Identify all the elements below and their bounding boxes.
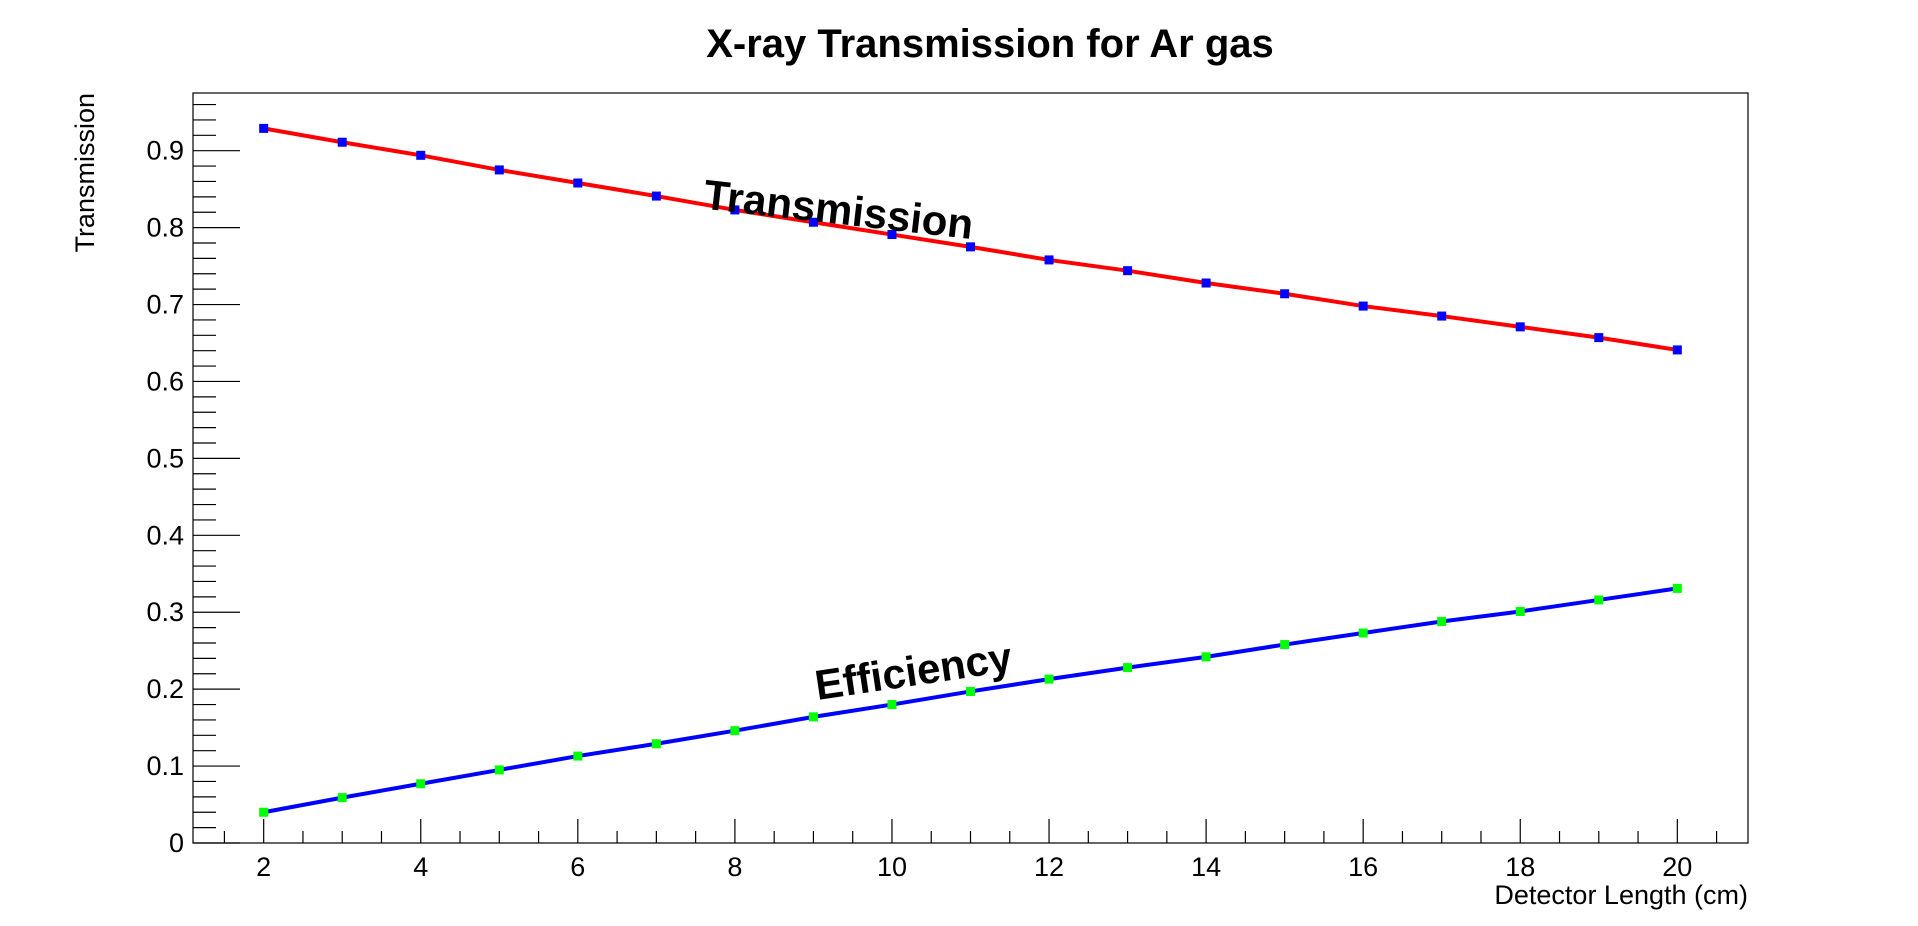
x-axis-label: Detector Length (cm) (1494, 880, 1748, 910)
data-point (1358, 628, 1368, 638)
annotation-label: Efficiency (812, 633, 1016, 709)
y-axis-label: Transmission (70, 93, 100, 253)
data-point (494, 765, 504, 775)
data-point (808, 217, 818, 227)
data-point (259, 807, 269, 817)
y-tick-label: 0.9 (146, 136, 184, 166)
data-point (1437, 311, 1447, 321)
data-point (1280, 640, 1290, 650)
data-point (337, 793, 347, 803)
y-tick-label: 0.1 (146, 751, 184, 781)
annotation-layer: Transmission Efficiency (701, 171, 1015, 709)
series-transmission (259, 123, 1682, 355)
data-point (259, 123, 269, 133)
series-layer (259, 123, 1682, 817)
data-point (494, 165, 504, 175)
data-point (573, 751, 583, 761)
data-point (1280, 289, 1290, 299)
x-tick-label: 18 (1505, 852, 1535, 882)
x-tick-label: 16 (1348, 852, 1378, 882)
chart-title: X-ray Transmission for Ar gas (706, 22, 1274, 66)
data-point (1594, 595, 1604, 605)
data-point (573, 178, 583, 188)
y-tick-label: 0 (169, 828, 184, 858)
data-point (1201, 652, 1211, 662)
x-tick-label: 10 (877, 852, 907, 882)
data-point (1123, 663, 1133, 673)
x-tick-label: 6 (570, 852, 585, 882)
data-point (966, 242, 975, 252)
x-tick-label: 12 (1034, 852, 1064, 882)
series-line (263, 586, 1678, 815)
data-point (1123, 266, 1133, 276)
data-point (966, 686, 975, 696)
y-tick-label: 0.8 (146, 213, 184, 243)
data-point (1358, 301, 1368, 311)
y-tick-label: 0.5 (146, 443, 184, 473)
annotation-label: Transmission (701, 171, 975, 248)
data-point (651, 191, 661, 201)
y-tick-label: 0.3 (146, 597, 184, 627)
y-tick-label: 0.7 (146, 290, 184, 320)
data-point (808, 712, 818, 722)
data-point (887, 230, 897, 240)
x-tick-label: 20 (1662, 852, 1692, 882)
x-tick-label: 2 (256, 852, 271, 882)
data-point (887, 700, 897, 710)
data-point (1201, 278, 1211, 288)
y-tick-label: 0.4 (146, 520, 184, 550)
data-point (416, 779, 426, 789)
y-tick-label: 0.6 (146, 366, 184, 396)
data-point (730, 726, 740, 736)
x-tick-label: 8 (727, 852, 742, 882)
data-point (1594, 333, 1604, 343)
data-point (1672, 583, 1682, 593)
data-point (416, 150, 426, 160)
y-axis: 0 0.1 0.2 0.3 0.4 0.5 0.6 0.7 0.8 0.9 (146, 103, 240, 858)
data-point (651, 739, 661, 749)
series-efficiency (259, 583, 1682, 817)
x-tick-label: 4 (413, 852, 428, 882)
y-tick-label: 0.2 (146, 674, 184, 704)
data-point (1437, 616, 1447, 626)
data-point (1515, 322, 1525, 332)
data-point (337, 137, 347, 147)
data-point (1515, 606, 1525, 616)
data-point (1672, 345, 1682, 355)
data-point (1044, 255, 1054, 265)
x-axis: 2 4 6 8 10 12 14 16 18 20 (223, 819, 1718, 882)
data-point (1044, 674, 1054, 684)
data-point (730, 205, 740, 215)
x-tick-label: 14 (1191, 852, 1221, 882)
